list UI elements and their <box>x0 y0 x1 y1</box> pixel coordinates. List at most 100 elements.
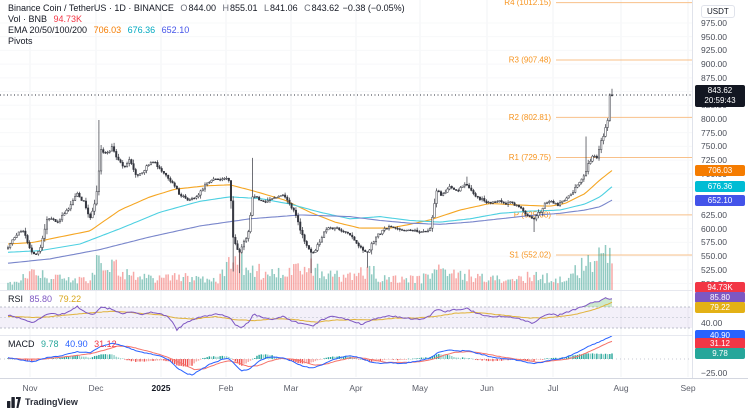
time-tick-jul: Jul <box>547 383 559 393</box>
time-tick-aug: Aug <box>613 383 629 393</box>
rsi-label: RSI <box>8 294 24 304</box>
time-tick-nov: Nov <box>22 383 38 393</box>
price-axis-label: 750.00 <box>701 141 727 152</box>
price-axis-label: 600.00 <box>701 223 727 234</box>
axis-value-badge: 85.80 <box>695 292 745 303</box>
pivot-label: R4 (1012.15) <box>504 0 551 7</box>
rsi-lines <box>7 297 613 332</box>
price-axis-label: 800.00 <box>701 113 727 124</box>
price-axis[interactable]: USDT 975.00950.00925.00900.00875.00850.0… <box>692 0 748 378</box>
price-axis-label: 875.00 <box>701 72 727 83</box>
tradingview-logo-icon <box>7 396 21 408</box>
price-axis-label: 625.00 <box>701 209 727 220</box>
candles <box>7 88 613 274</box>
macd-line-value: 40.90 <box>65 339 88 349</box>
macd-signal-line <box>7 340 613 371</box>
axis-value-badge: 94.73K <box>695 281 745 293</box>
pivot-levels: R4 (1012.15) R3 (907.48) R2 (802.81) R1 (72… <box>504 0 692 260</box>
macd-signal-value: 31.12 <box>94 339 117 349</box>
price-axis-label: 925.00 <box>701 45 727 56</box>
price-axis-label: 900.00 <box>701 59 727 70</box>
ema100-value: 652.10 <box>161 25 190 35</box>
time-tick-2025: 2025 <box>151 383 171 393</box>
time-tick-jun: Jun <box>480 383 494 393</box>
low-value: 841.06 <box>270 3 298 13</box>
macd-label: MACD <box>8 339 35 349</box>
pivots-row[interactable]: Pivots <box>8 36 405 47</box>
chart-canvas[interactable]: R4 (1012.15) R3 (907.48) R2 (802.81) R1 (72… <box>0 0 692 378</box>
indicator-axis-label: 40.00 <box>701 317 723 328</box>
rsi-ma-value: 79.22 <box>58 294 82 304</box>
pivot-label: S1 (552.02) <box>509 251 551 260</box>
ema-100-line <box>7 199 613 264</box>
price-axis-label: 950.00 <box>701 31 727 42</box>
change-value: −0.38 (−0.05%) <box>342 3 405 13</box>
symbol-row[interactable]: Binance Coin / TetherUS · 1D · BINANCE O… <box>8 3 405 14</box>
ema-lines <box>7 170 613 264</box>
volume-value: 94.73K <box>53 14 83 24</box>
volume-row[interactable]: Vol · BNB 94.73K <box>8 14 405 25</box>
rsi-line <box>7 297 613 332</box>
time-tick-apr: Apr <box>349 383 363 393</box>
pane-separator-macd[interactable] <box>0 335 748 336</box>
time-tick-feb: Feb <box>218 383 234 393</box>
price-axis-label: 525.00 <box>701 264 727 275</box>
indicator-axis-label: −25.00 <box>701 368 728 379</box>
macd-hist-value: 9.78 <box>41 339 59 349</box>
ema-label: EMA 20/50/100/200 <box>8 25 88 35</box>
rsi-value: 85.80 <box>29 294 53 304</box>
price-axis-label: 975.00 <box>701 17 727 28</box>
volume-bars <box>7 245 613 290</box>
ema-20-line <box>7 170 613 245</box>
time-tick-mar: Mar <box>283 383 299 393</box>
rsi-band <box>0 306 692 329</box>
open-label: O <box>180 3 188 13</box>
price-axis-label: 550.00 <box>701 251 727 262</box>
macd-legend[interactable]: MACD 9.78 40.90 31.12 <box>8 339 117 349</box>
bar-countdown: 20:59:43 <box>704 95 736 105</box>
pivot-label: R2 (802.81) <box>509 113 552 122</box>
rsi-legend[interactable]: RSI 85.80 79.22 <box>8 294 81 304</box>
high-label: H <box>222 3 229 13</box>
pane-separator-rsi[interactable] <box>0 290 748 291</box>
current-price-value: 843.62 <box>707 85 733 95</box>
axis-value-badge: 9.78 <box>695 347 745 359</box>
volume-label: Vol · BNB <box>8 14 48 24</box>
time-axis-border <box>0 378 748 379</box>
open-value: 844.00 <box>188 3 216 13</box>
ema-50-line <box>7 186 613 253</box>
tradingview-brand: TradingView <box>25 397 78 407</box>
pivot-label: R1 (729.75) <box>509 153 552 162</box>
legend: Binance Coin / TetherUS · 1D · BINANCE O… <box>8 3 405 47</box>
time-tick-sep: Sep <box>680 383 696 393</box>
price-axis-label: 575.00 <box>701 237 727 248</box>
time-tick-may: May <box>411 383 429 393</box>
time-tick-dec: Dec <box>88 383 104 393</box>
close-label: C <box>304 3 311 13</box>
price-axis-label: 725.00 <box>701 155 727 166</box>
gridlines <box>29 0 689 377</box>
pivots-label: Pivots <box>8 36 33 46</box>
low-label: L <box>264 3 270 13</box>
axis-value-badge: 40.90 <box>695 330 745 342</box>
currency-toggle[interactable]: USDT <box>701 5 735 18</box>
macd-line <box>7 335 613 376</box>
high-value: 855.01 <box>229 3 258 13</box>
macd-pane <box>0 335 692 376</box>
axis-value-badge: 706.03 <box>695 165 745 176</box>
ema50-value: 676.36 <box>127 25 156 35</box>
rsi-ma-line <box>8 301 613 323</box>
ema-row[interactable]: EMA 20/50/100/200 706.03 676.36 652.10 <box>8 25 405 36</box>
tradingview-attribution[interactable]: TradingView <box>7 396 78 408</box>
symbol-title: Binance Coin / TetherUS · 1D · BINANCE <box>8 3 174 13</box>
current-price-badge: 843.62 20:59:43 <box>695 84 745 107</box>
axis-value-badge: 652.10 <box>695 194 745 206</box>
pivot-label: R3 (907.48) <box>509 56 552 65</box>
time-axis[interactable]: Nov Dec 2025 Feb Mar Apr May Jun Jul Aug Sep <box>0 379 748 395</box>
axis-value-badge: 79.22 <box>695 302 745 313</box>
ema20-value: 706.03 <box>93 25 122 35</box>
price-axis-label: 775.00 <box>701 127 727 138</box>
axis-value-badge: 31.12 <box>695 337 745 349</box>
axis-value-badge: 676.36 <box>695 181 745 193</box>
